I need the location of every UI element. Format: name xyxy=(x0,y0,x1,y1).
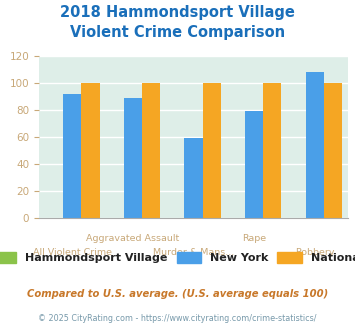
Text: Aggravated Assault: Aggravated Assault xyxy=(86,235,180,244)
Text: Violent Crime Comparison: Violent Crime Comparison xyxy=(70,25,285,40)
Bar xyxy=(203,83,221,218)
Text: 2018 Hammondsport Village: 2018 Hammondsport Village xyxy=(60,5,295,20)
Legend: Hammondsport Village, New York, National: Hammondsport Village, New York, National xyxy=(0,252,355,263)
Text: All Violent Crime: All Violent Crime xyxy=(33,248,112,257)
Bar xyxy=(306,72,324,218)
Text: Murder & Mans...: Murder & Mans... xyxy=(153,248,234,257)
Bar xyxy=(324,83,342,218)
Bar xyxy=(81,83,100,218)
Bar xyxy=(263,83,281,218)
Bar xyxy=(124,98,142,218)
Bar xyxy=(245,111,263,218)
Bar xyxy=(142,83,160,218)
Text: Robbery: Robbery xyxy=(295,248,334,257)
Text: Compared to U.S. average. (U.S. average equals 100): Compared to U.S. average. (U.S. average … xyxy=(27,289,328,299)
Text: Rape: Rape xyxy=(242,235,266,244)
Bar xyxy=(184,138,203,218)
Text: © 2025 CityRating.com - https://www.cityrating.com/crime-statistics/: © 2025 CityRating.com - https://www.city… xyxy=(38,314,317,323)
Bar xyxy=(63,94,81,218)
